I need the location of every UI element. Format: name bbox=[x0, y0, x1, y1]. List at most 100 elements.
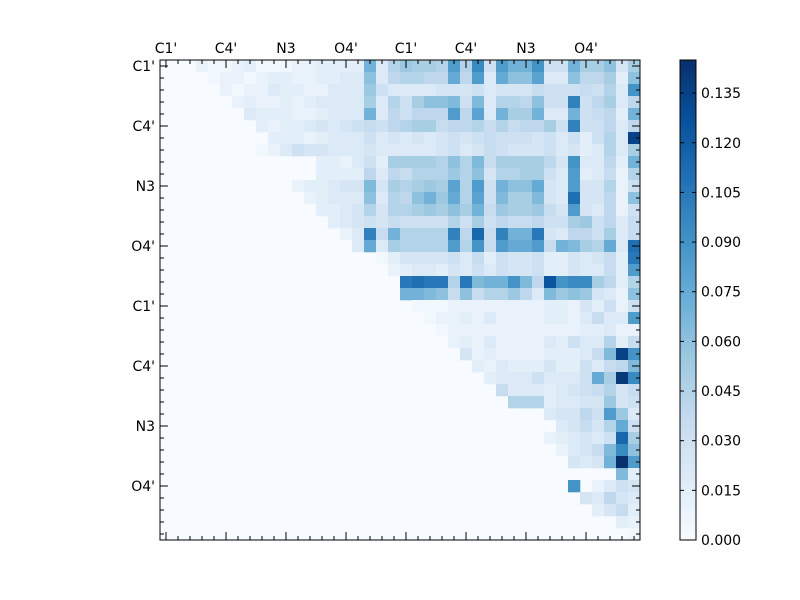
heatmap-cell bbox=[544, 84, 557, 97]
heatmap-cell bbox=[340, 144, 353, 157]
heatmap-cell bbox=[484, 348, 497, 361]
heatmap-cell bbox=[436, 60, 449, 73]
heatmap-cell bbox=[484, 228, 497, 241]
heatmap-cell bbox=[604, 192, 617, 205]
heatmap-cell bbox=[580, 408, 593, 421]
heatmap-cell bbox=[496, 168, 509, 181]
heatmap-cell bbox=[544, 384, 557, 397]
heatmap-cell bbox=[460, 228, 473, 241]
heatmap-cell bbox=[268, 84, 281, 97]
heatmap-cell bbox=[592, 60, 605, 73]
heatmap-cell bbox=[304, 132, 317, 145]
heatmap-cell bbox=[508, 108, 521, 121]
heatmap-cell bbox=[580, 264, 593, 277]
heatmap-cell bbox=[568, 300, 581, 313]
heatmap-cell bbox=[556, 444, 569, 457]
heatmap-cell bbox=[604, 96, 617, 109]
heatmap-cell bbox=[544, 96, 557, 109]
heatmap-cell bbox=[352, 96, 365, 109]
heatmap-cell bbox=[544, 108, 557, 121]
heatmap-cell bbox=[460, 348, 473, 361]
heatmap-cell bbox=[628, 516, 641, 529]
heatmap-cell bbox=[340, 168, 353, 181]
heatmap-cell bbox=[508, 348, 521, 361]
heatmap-cell bbox=[520, 288, 533, 301]
heatmap-cell bbox=[436, 216, 449, 229]
y-tick-label: N3 bbox=[136, 419, 155, 435]
heatmap-cell bbox=[532, 84, 545, 97]
heatmap-cell bbox=[484, 252, 497, 265]
heatmap-cell bbox=[604, 372, 617, 385]
heatmap-cell bbox=[604, 396, 617, 409]
heatmap-cell bbox=[592, 240, 605, 253]
heatmap-cell bbox=[592, 456, 605, 469]
heatmap-cell bbox=[580, 288, 593, 301]
heatmap-cell bbox=[472, 120, 485, 133]
x-tick-label: N3 bbox=[276, 41, 295, 57]
heatmap-cell bbox=[460, 252, 473, 265]
heatmap-cell bbox=[580, 456, 593, 469]
heatmap-cell bbox=[340, 156, 353, 169]
heatmap-cell bbox=[364, 144, 377, 157]
heatmap-cell bbox=[616, 480, 629, 493]
heatmap-cell bbox=[436, 72, 449, 85]
heatmap-cell bbox=[316, 60, 329, 73]
heatmap-cell bbox=[520, 396, 533, 409]
heatmap-cell bbox=[556, 120, 569, 133]
heatmap-cell bbox=[520, 384, 533, 397]
heatmap-cell bbox=[364, 120, 377, 133]
heatmap-cell bbox=[592, 288, 605, 301]
heatmap-cell bbox=[556, 264, 569, 277]
heatmap-cell bbox=[616, 360, 629, 373]
heatmap-cell bbox=[352, 216, 365, 229]
heatmap-cell bbox=[568, 120, 581, 133]
heatmap-cell bbox=[580, 420, 593, 433]
heatmap-cell bbox=[616, 132, 629, 145]
heatmap-cell bbox=[484, 324, 497, 337]
heatmap-cell bbox=[508, 168, 521, 181]
heatmap-cell bbox=[508, 360, 521, 373]
heatmap-cell bbox=[508, 300, 521, 313]
heatmap-cell bbox=[436, 324, 449, 337]
heatmap-cell bbox=[388, 216, 401, 229]
heatmap-cell bbox=[556, 168, 569, 181]
heatmap-cell bbox=[532, 120, 545, 133]
heatmap-cell bbox=[484, 264, 497, 277]
heatmap-cell bbox=[616, 492, 629, 505]
y-tick-label: C1' bbox=[132, 299, 155, 315]
heatmap-cell bbox=[484, 60, 497, 73]
heatmap-cell bbox=[340, 180, 353, 193]
heatmap-cell bbox=[412, 84, 425, 97]
heatmap-cell bbox=[424, 72, 437, 85]
heatmap-cell bbox=[628, 228, 641, 241]
heatmap-cell bbox=[244, 108, 257, 121]
heatmap-cell bbox=[580, 240, 593, 253]
heatmap-cell bbox=[496, 72, 509, 85]
heatmap-cell bbox=[484, 108, 497, 121]
heatmap-cell bbox=[460, 132, 473, 145]
heatmap-cell bbox=[580, 252, 593, 265]
heatmap-cell bbox=[460, 204, 473, 217]
heatmap-cell bbox=[436, 252, 449, 265]
heatmap-cell bbox=[508, 204, 521, 217]
heatmap-cell bbox=[616, 96, 629, 109]
heatmap-cell bbox=[616, 348, 629, 361]
heatmap-cell bbox=[256, 60, 269, 73]
heatmap-cell bbox=[496, 84, 509, 97]
heatmap-cell bbox=[412, 288, 425, 301]
heatmap-cell bbox=[316, 168, 329, 181]
heatmap-cell bbox=[496, 108, 509, 121]
heatmap-cell bbox=[352, 60, 365, 73]
heatmap-cell bbox=[436, 120, 449, 133]
heatmap-cell bbox=[436, 168, 449, 181]
heatmap-cell bbox=[448, 264, 461, 277]
heatmap-cell bbox=[544, 432, 557, 445]
heatmap-cell bbox=[628, 204, 641, 217]
heatmap-cell bbox=[424, 180, 437, 193]
heatmap-cell bbox=[460, 240, 473, 253]
heatmap-cell bbox=[508, 72, 521, 85]
heatmap-cell bbox=[580, 276, 593, 289]
heatmap-cell bbox=[616, 156, 629, 169]
heatmap-cell bbox=[352, 168, 365, 181]
